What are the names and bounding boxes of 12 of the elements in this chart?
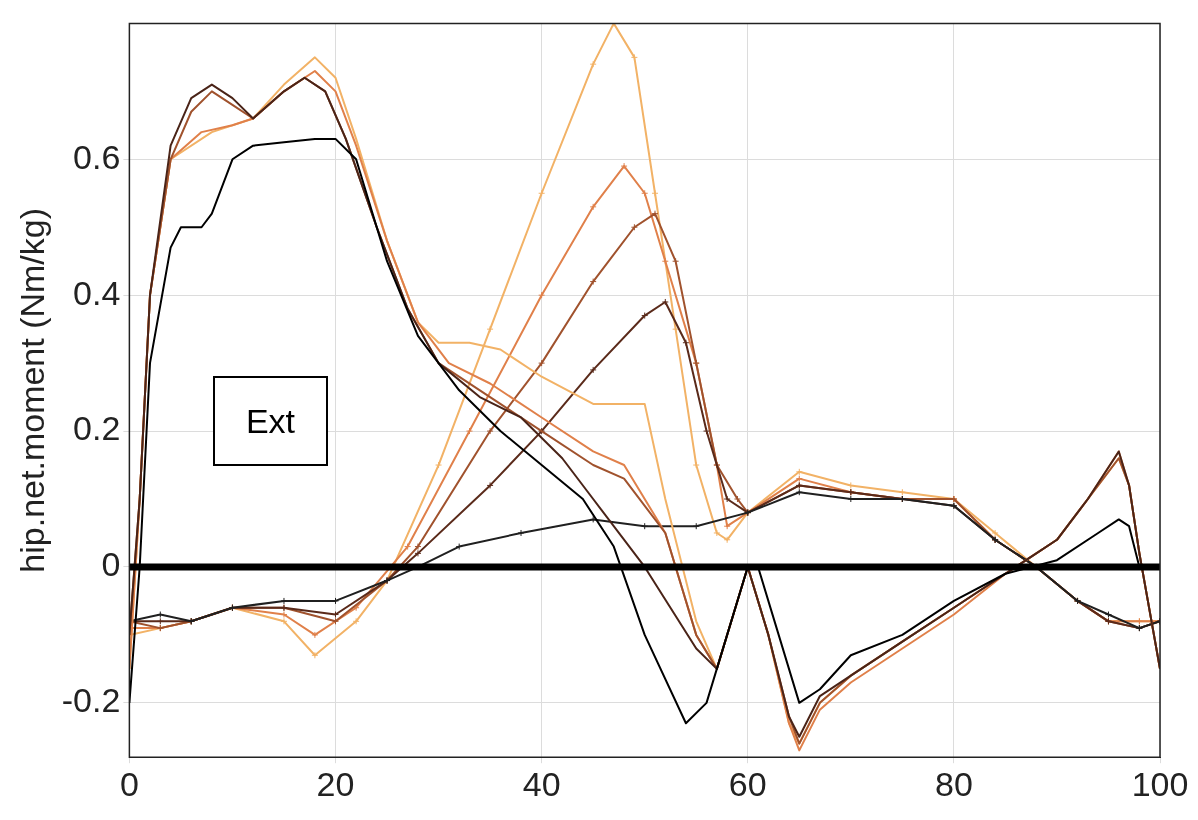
annotation: Ext (213, 376, 328, 466)
y-tick-label: 0.2 (73, 409, 121, 448)
y-tick-label: -0.2 (61, 681, 121, 720)
x-tick-label: 100 (1131, 764, 1189, 803)
y-tick-label: 0 (101, 545, 121, 584)
x-tick-label: 80 (934, 764, 973, 803)
x-tick-label: 40 (522, 764, 561, 803)
x-tick-label: 60 (728, 764, 767, 803)
y-tick-label: 0.4 (73, 273, 121, 312)
y-tick-label: 0.6 (73, 137, 121, 176)
y-axis-title: hip.net.moment (Nm/kg) (12, 207, 51, 573)
x-tick-label: 20 (316, 764, 355, 803)
